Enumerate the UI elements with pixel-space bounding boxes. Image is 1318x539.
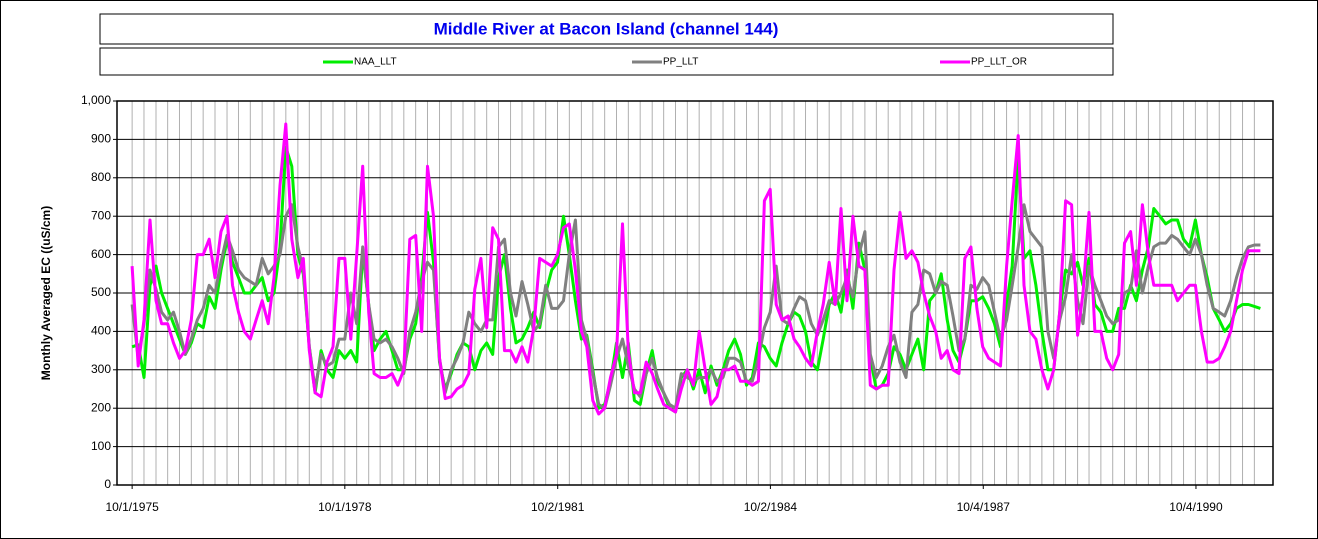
x-tick-label: 10/2/1981	[531, 500, 585, 514]
y-tick-label: 100	[91, 439, 111, 453]
x-tick-label: 10/2/1984	[744, 500, 798, 514]
series-line	[130, 122, 1261, 416]
x-tick-label: 10/4/1987	[957, 500, 1011, 514]
chart-title: Middle River at Bacon Island (channel 14…	[434, 19, 779, 38]
y-tick-label: 500	[91, 285, 111, 299]
x-tick-label: 10/1/1975	[105, 500, 159, 514]
series-line	[130, 203, 1261, 410]
legend-label: PP_LLT_OR	[971, 57, 1027, 68]
x-tick-label: 10/1/1978	[318, 500, 372, 514]
title-box	[99, 13, 1114, 45]
y-axis-label: Monthly Averaged EC ((uS/cm)	[39, 206, 53, 380]
x-tick-label: 10/4/1990	[1169, 500, 1223, 514]
y-tick-label: 900	[91, 132, 111, 146]
y-tick-label: 600	[91, 247, 111, 261]
y-tick-label: 1,000	[81, 93, 111, 107]
legend-label: PP_LLT	[663, 57, 698, 68]
y-tick-label: 200	[91, 400, 111, 414]
y-tick-label: 0	[104, 477, 111, 491]
y-tick-label: 300	[91, 362, 111, 376]
y-tick-label: 400	[91, 324, 111, 338]
plot-frame	[116, 100, 1274, 486]
legend-label: NAA_LLT	[354, 57, 397, 68]
y-tick-label: 700	[91, 208, 111, 222]
y-tick-label: 800	[91, 170, 111, 184]
